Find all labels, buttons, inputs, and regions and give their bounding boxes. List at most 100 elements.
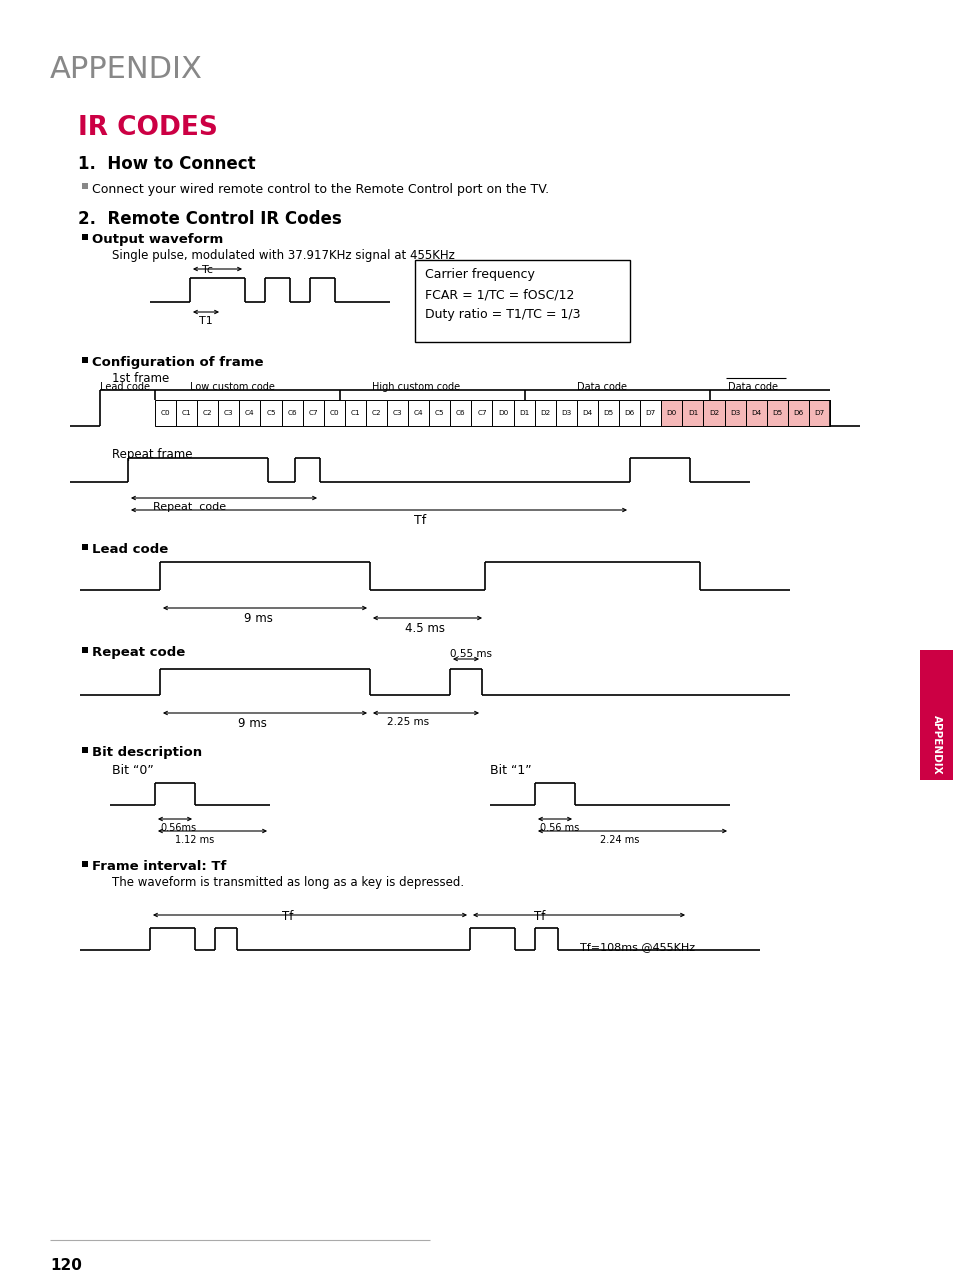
Text: D0: D0: [497, 410, 508, 416]
Text: C2: C2: [372, 410, 381, 416]
Text: D3: D3: [729, 410, 740, 416]
Text: D1: D1: [518, 410, 529, 416]
Text: The waveform is transmitted as long as a key is depressed.: The waveform is transmitted as long as a…: [112, 876, 464, 889]
Text: 0.56 ms: 0.56 ms: [539, 823, 578, 833]
Text: C7: C7: [476, 410, 486, 416]
Bar: [534, 399, 556, 426]
Text: Duty ratio = T1/TC = 1/3: Duty ratio = T1/TC = 1/3: [424, 308, 579, 321]
Bar: [577, 399, 598, 426]
Text: Single pulse, modulated with 37.917KHz signal at 455KHz: Single pulse, modulated with 37.917KHz s…: [112, 249, 455, 262]
Bar: [429, 399, 450, 426]
Text: 1st frame: 1st frame: [112, 371, 169, 385]
Bar: [82, 647, 88, 653]
Text: C6: C6: [456, 410, 465, 416]
Text: 120: 120: [50, 1258, 82, 1272]
Bar: [618, 399, 639, 426]
Bar: [471, 399, 492, 426]
Bar: [492, 399, 513, 426]
Text: D3: D3: [560, 410, 571, 416]
Bar: [176, 399, 197, 426]
Bar: [723, 399, 745, 426]
Text: Low custom code: Low custom code: [190, 382, 274, 392]
Bar: [639, 399, 660, 426]
Bar: [513, 399, 534, 426]
Bar: [660, 399, 681, 426]
Text: 0.55 ms: 0.55 ms: [450, 649, 492, 659]
Text: IR CODES: IR CODES: [78, 114, 217, 141]
Text: Tf=108ms @455KHz: Tf=108ms @455KHz: [579, 943, 695, 951]
Text: D2: D2: [708, 410, 719, 416]
Bar: [766, 399, 787, 426]
Text: C4: C4: [245, 410, 254, 416]
Text: 2.  Remote Control IR Codes: 2. Remote Control IR Codes: [78, 210, 341, 228]
Text: D6: D6: [792, 410, 802, 416]
Bar: [702, 399, 723, 426]
Text: Bit “1”: Bit “1”: [490, 764, 531, 777]
Bar: [82, 747, 88, 753]
Text: FCAR = 1/TC = fOSC/12: FCAR = 1/TC = fOSC/12: [424, 287, 574, 301]
Text: High custom code: High custom code: [372, 382, 459, 392]
Text: 9 ms: 9 ms: [243, 612, 273, 625]
Text: D4: D4: [581, 410, 592, 416]
Text: C3: C3: [224, 410, 233, 416]
Text: Bit “0”: Bit “0”: [112, 764, 153, 777]
Text: D5: D5: [771, 410, 781, 416]
Text: 1.  How to Connect: 1. How to Connect: [78, 155, 255, 173]
Text: C5: C5: [266, 410, 275, 416]
Text: D1: D1: [687, 410, 698, 416]
Bar: [82, 234, 88, 240]
Text: D6: D6: [624, 410, 634, 416]
Bar: [82, 357, 88, 363]
Bar: [82, 544, 88, 550]
Bar: [260, 399, 281, 426]
Bar: [197, 399, 218, 426]
Text: C2: C2: [203, 410, 213, 416]
Bar: [808, 399, 829, 426]
Text: D2: D2: [539, 410, 550, 416]
Text: Data code: Data code: [577, 382, 626, 392]
Text: C4: C4: [414, 410, 423, 416]
Text: APPENDIX: APPENDIX: [50, 55, 203, 84]
Bar: [154, 399, 176, 426]
Text: Lead code: Lead code: [91, 543, 168, 556]
Text: C1: C1: [182, 410, 192, 416]
Text: C0: C0: [160, 410, 171, 416]
Text: D7: D7: [645, 410, 655, 416]
Bar: [323, 399, 344, 426]
Bar: [387, 399, 408, 426]
Text: 0.56ms: 0.56ms: [160, 823, 196, 833]
Text: C6: C6: [287, 410, 296, 416]
Bar: [366, 399, 387, 426]
Bar: [681, 399, 702, 426]
Bar: [450, 399, 471, 426]
Text: Repeat frame: Repeat frame: [112, 448, 193, 460]
Text: C1: C1: [350, 410, 360, 416]
Text: Connect your wired remote control to the Remote Control port on the TV.: Connect your wired remote control to the…: [91, 183, 549, 196]
Bar: [218, 399, 239, 426]
Text: 9 ms: 9 ms: [237, 717, 266, 730]
Text: 2.24 ms: 2.24 ms: [599, 834, 639, 845]
Bar: [415, 259, 629, 342]
Text: 4.5 ms: 4.5 ms: [405, 622, 444, 635]
Text: Tc: Tc: [202, 265, 213, 275]
Text: T1: T1: [199, 315, 213, 326]
Text: Frame interval: Tf: Frame interval: Tf: [91, 860, 226, 873]
Bar: [281, 399, 302, 426]
Text: Configuration of frame: Configuration of frame: [91, 356, 263, 369]
Bar: [919, 650, 953, 780]
Text: Lead code: Lead code: [100, 382, 150, 392]
Text: C3: C3: [393, 410, 402, 416]
Bar: [556, 399, 577, 426]
Text: D0: D0: [666, 410, 677, 416]
Text: Tf: Tf: [414, 514, 426, 527]
Text: Repeat code: Repeat code: [91, 646, 185, 659]
Bar: [408, 399, 429, 426]
Text: D4: D4: [750, 410, 760, 416]
Text: D5: D5: [602, 410, 613, 416]
Text: C5: C5: [435, 410, 444, 416]
Bar: [302, 399, 323, 426]
Bar: [344, 399, 366, 426]
Text: Repeat  code: Repeat code: [153, 502, 226, 513]
Text: 1.12 ms: 1.12 ms: [175, 834, 214, 845]
Bar: [82, 183, 88, 190]
